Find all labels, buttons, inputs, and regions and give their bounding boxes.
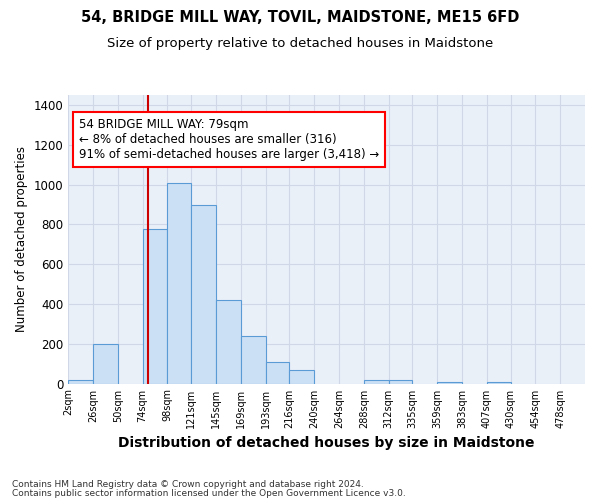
Text: Size of property relative to detached houses in Maidstone: Size of property relative to detached ho… bbox=[107, 38, 493, 51]
Bar bbox=[191, 206, 216, 384]
Text: 54, BRIDGE MILL WAY, TOVIL, MAIDSTONE, ME15 6FD: 54, BRIDGE MILL WAY, TOVIL, MAIDSTONE, M… bbox=[81, 10, 519, 25]
Bar bbox=[167, 182, 191, 384]
Bar bbox=[143, 230, 167, 384]
Bar bbox=[241, 336, 266, 384]
Text: 54 BRIDGE MILL WAY: 79sqm
← 8% of detached houses are smaller (316)
91% of semi-: 54 BRIDGE MILL WAY: 79sqm ← 8% of detach… bbox=[79, 118, 379, 161]
Text: Contains HM Land Registry data © Crown copyright and database right 2024.: Contains HM Land Registry data © Crown c… bbox=[12, 480, 364, 489]
Bar bbox=[437, 382, 462, 384]
Bar bbox=[93, 344, 118, 384]
Text: Contains public sector information licensed under the Open Government Licence v3: Contains public sector information licen… bbox=[12, 488, 406, 498]
Y-axis label: Number of detached properties: Number of detached properties bbox=[15, 146, 28, 332]
Bar bbox=[216, 300, 241, 384]
Bar bbox=[289, 370, 314, 384]
Bar bbox=[364, 380, 389, 384]
Bar bbox=[487, 382, 511, 384]
Bar bbox=[68, 380, 93, 384]
Bar bbox=[389, 380, 412, 384]
Bar bbox=[266, 362, 289, 384]
X-axis label: Distribution of detached houses by size in Maidstone: Distribution of detached houses by size … bbox=[118, 436, 535, 450]
